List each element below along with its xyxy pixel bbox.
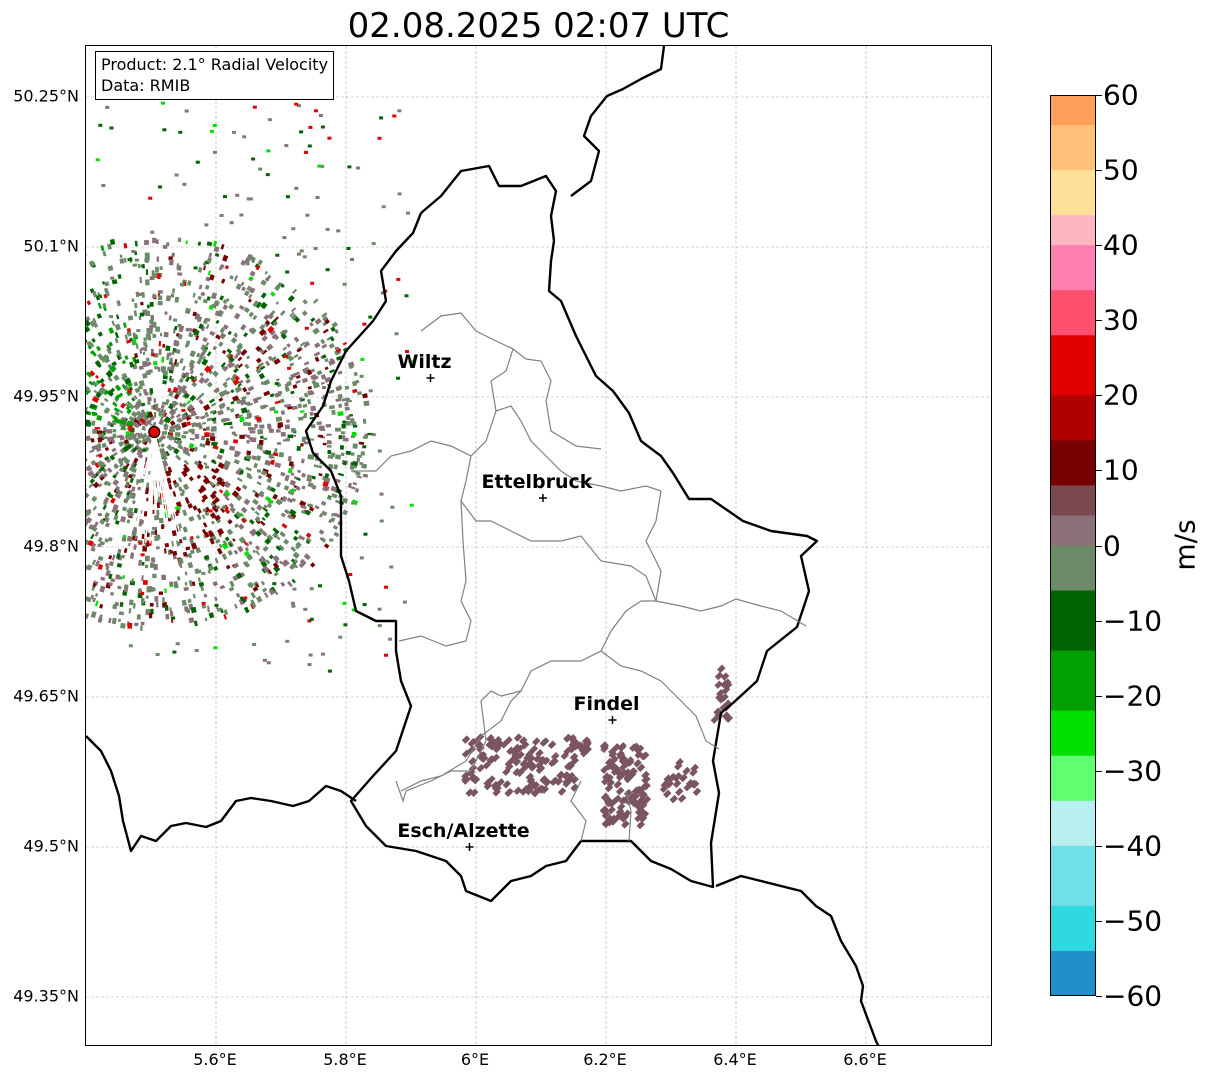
city-label: Wiltz — [397, 351, 451, 373]
city-label: Ettelbruck — [481, 471, 592, 493]
colorbar-segment — [1050, 950, 1096, 997]
canton-line — [398, 500, 472, 647]
map-panel[interactable]: Wiltz Ettelbruck Findel Esch/Alzette — [85, 45, 992, 1046]
city-markers: Wiltz Ettelbruck Findel Esch/Alzette — [397, 351, 640, 851]
colorbar-tick-mark — [1096, 695, 1102, 697]
colorbar-tick-label: 60 — [1103, 78, 1139, 112]
colorbar-tick-mark — [1096, 470, 1102, 472]
colorbar-segment — [1050, 905, 1096, 952]
lat-tick-label: 50.1°N — [23, 236, 79, 256]
lat-tick-label: 50.25°N — [13, 86, 79, 106]
country-borders — [86, 46, 880, 1045]
lon-tick-label: 6.6°E — [843, 1050, 887, 1069]
city-label: Findel — [573, 693, 639, 715]
colorbar-segment — [1050, 125, 1096, 171]
lon-tick-label: 6.4°E — [713, 1050, 757, 1069]
product-info-box: Product: 2.1° Radial Velocity Data: RMIB — [95, 51, 335, 100]
canton-line — [625, 790, 632, 842]
lat-tick-label: 49.35°N — [13, 986, 79, 1006]
colorbar-segment — [1050, 590, 1096, 652]
lat-tick-label: 49.5°N — [23, 836, 79, 856]
colorbar-tick-label: −30 — [1103, 754, 1163, 788]
luxembourg-border — [304, 164, 819, 903]
colorbar-segment — [1050, 755, 1096, 802]
colorbar-tick-mark — [1096, 245, 1102, 247]
colorbar-segment — [1050, 845, 1096, 907]
gridlines — [86, 46, 991, 1045]
canton-line — [351, 312, 514, 472]
colorbar — [1050, 95, 1096, 997]
colorbar-tick-mark — [1096, 996, 1102, 997]
colorbar-segment — [1050, 515, 1096, 546]
canton-line — [570, 780, 587, 842]
lon-tick-label: 6.2°E — [583, 1050, 627, 1069]
colorbar-tick-label: 20 — [1103, 378, 1139, 412]
colorbar-segment — [1050, 215, 1096, 246]
lat-tick-label: 49.65°N — [13, 686, 79, 706]
colorbar-tick-label: 0 — [1103, 529, 1121, 562]
canton-line — [600, 650, 720, 750]
germany-france-border — [715, 874, 880, 1045]
canton-line — [512, 348, 602, 450]
city-label: Esch/Alzette — [397, 820, 529, 842]
colorbar-segment — [1050, 440, 1096, 486]
colorbar-segment — [1050, 710, 1096, 757]
colorbar-unit-label: m/s — [1168, 519, 1202, 571]
radar-site-marker[interactable] — [148, 425, 161, 439]
colorbar-segment — [1050, 545, 1096, 592]
lon-tick-label: 5.8°E — [323, 1050, 367, 1069]
germany-belgium-border — [570, 46, 666, 197]
colorbar-tick-mark — [1096, 170, 1102, 172]
canton-line — [395, 690, 522, 803]
colorbar-segment — [1050, 170, 1096, 216]
colorbar-segment — [1050, 335, 1096, 396]
colorbar-tick-label: −60 — [1103, 979, 1163, 1013]
colorbar-tick-label: 50 — [1103, 153, 1139, 187]
canton-line — [400, 490, 662, 792]
colorbar-outline — [1050, 95, 1096, 996]
colorbar-segment — [1050, 95, 1096, 126]
colorbar-segment — [1050, 650, 1096, 712]
colorbar-tick-mark — [1096, 95, 1102, 96]
map-title: 02.08.2025 02:07 UTC — [347, 6, 730, 46]
lon-tick-label: 5.6°E — [193, 1050, 237, 1069]
radar-map[interactable]: Wiltz Ettelbruck Findel Esch/Alzette — [86, 46, 992, 1046]
colorbar-tick-mark — [1096, 545, 1102, 547]
colorbar-tick-label: 40 — [1103, 228, 1139, 262]
city-ettelbruck[interactable]: Ettelbruck — [481, 471, 593, 502]
product-label: Product: 2.1° Radial Velocity — [101, 55, 329, 74]
canton-line — [655, 598, 807, 627]
colorbar-tick-label: −40 — [1103, 829, 1163, 863]
colorbar-segment — [1050, 800, 1096, 847]
colorbar-gradient — [1050, 95, 1096, 997]
radar-echo-west — [86, 96, 414, 673]
belgium-france-border — [86, 735, 357, 853]
city-esch-alzette[interactable]: Esch/Alzette — [397, 820, 530, 851]
colorbar-tick-label: −20 — [1103, 679, 1163, 713]
lat-tick-label: 49.95°N — [13, 386, 79, 406]
city-findel[interactable]: Findel — [573, 693, 640, 724]
colorbar-tick-mark — [1096, 620, 1102, 622]
colorbar-segment — [1050, 485, 1096, 516]
colorbar-tick-mark — [1096, 770, 1102, 772]
colorbar-tick-label: −50 — [1103, 904, 1163, 938]
colorbar-tick-label: 10 — [1103, 453, 1139, 487]
lat-tick-label: 49.8°N — [23, 536, 79, 556]
lon-tick-label: 6°E — [460, 1050, 490, 1069]
colorbar-tick-mark — [1096, 920, 1102, 922]
colorbar-tick-label: −10 — [1103, 604, 1163, 638]
radar-echo-southeast — [461, 664, 734, 830]
colorbar-tick-label: 30 — [1103, 303, 1139, 337]
city-wiltz[interactable]: Wiltz — [397, 351, 452, 382]
colorbar-tick-mark — [1096, 845, 1102, 847]
canton-boundaries — [351, 312, 807, 842]
canton-line — [495, 405, 662, 492]
colorbar-tick-mark — [1096, 395, 1102, 397]
colorbar-segment — [1050, 290, 1096, 336]
colorbar-tick-mark — [1096, 320, 1102, 322]
data-source-label: Data: RMIB — [101, 76, 191, 95]
colorbar-segment — [1050, 395, 1096, 441]
colorbar-segment — [1050, 245, 1096, 291]
